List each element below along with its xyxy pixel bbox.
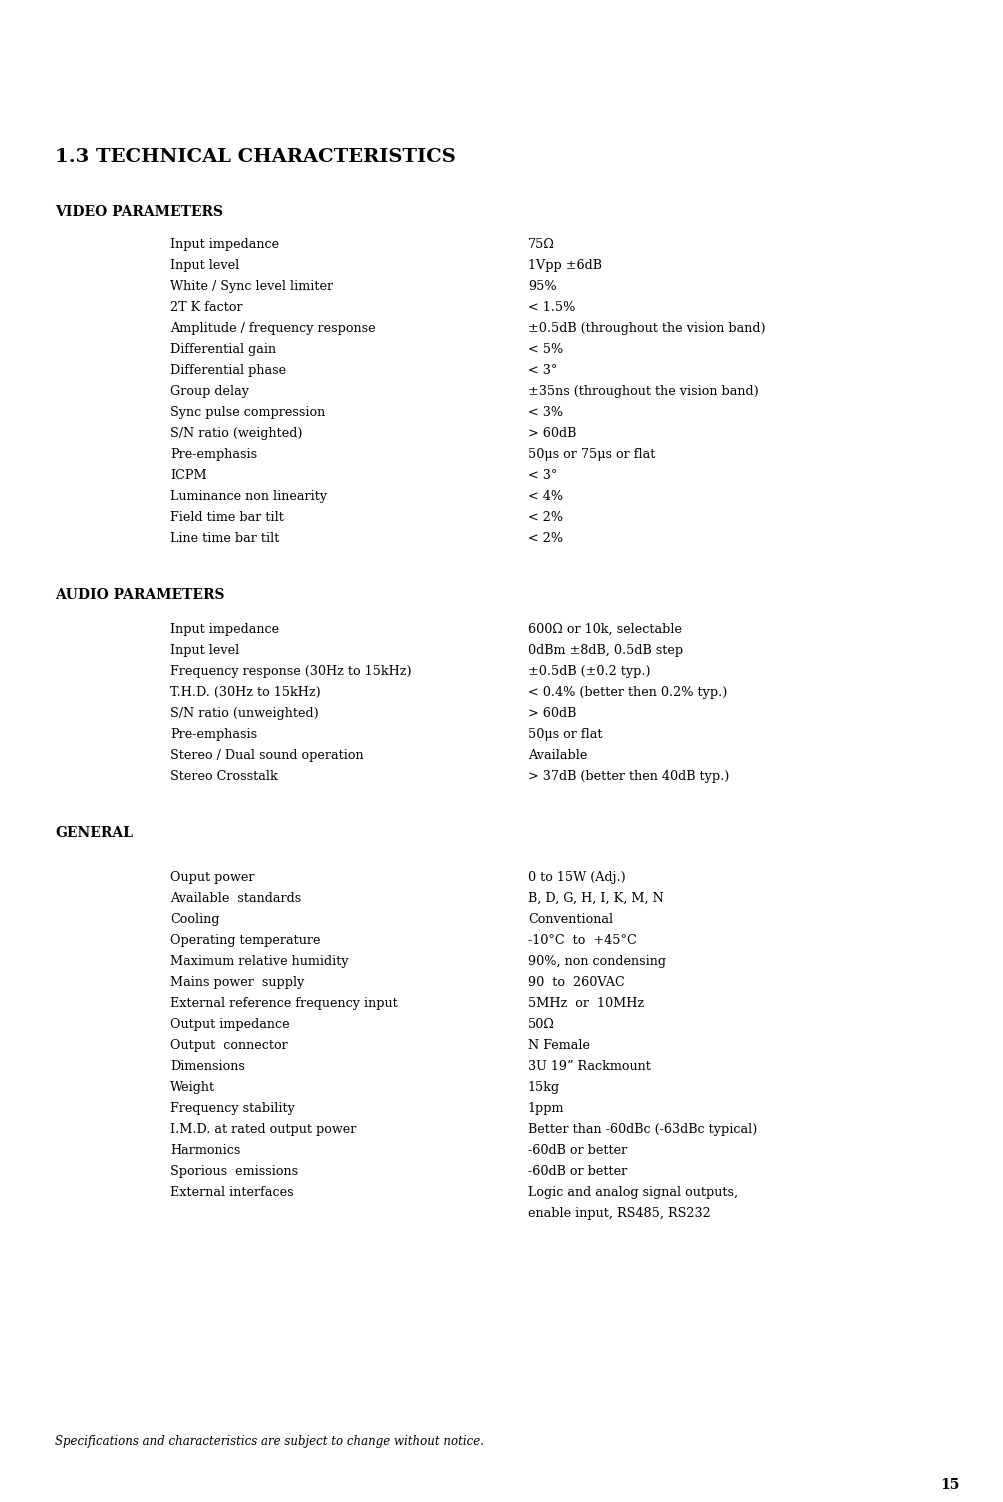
Text: < 3°: < 3° <box>528 469 557 482</box>
Text: 90%, non condensing: 90%, non condensing <box>528 955 665 967</box>
Text: 15: 15 <box>940 1478 959 1491</box>
Text: > 60dB: > 60dB <box>528 707 576 719</box>
Text: Ouput power: Ouput power <box>170 871 254 885</box>
Text: > 37dB (better then 40dB typ.): > 37dB (better then 40dB typ.) <box>528 771 728 783</box>
Text: ±35ns (throughout the vision band): ±35ns (throughout the vision band) <box>528 385 758 398</box>
Text: GENERAL: GENERAL <box>55 826 132 840</box>
Text: Harmonics: Harmonics <box>170 1145 240 1157</box>
Text: External reference frequency input: External reference frequency input <box>170 997 397 1009</box>
Text: Pre-emphasis: Pre-emphasis <box>170 448 257 461</box>
Text: 50μs or flat: 50μs or flat <box>528 728 602 740</box>
Text: S/N ratio (weighted): S/N ratio (weighted) <box>170 427 302 440</box>
Text: > 60dB: > 60dB <box>528 427 576 440</box>
Text: 75Ω: 75Ω <box>528 237 555 251</box>
Text: Frequency response (30Hz to 15kHz): Frequency response (30Hz to 15kHz) <box>170 665 411 677</box>
Text: Logic and analog signal outputs,: Logic and analog signal outputs, <box>528 1187 737 1199</box>
Text: Weight: Weight <box>170 1081 215 1093</box>
Text: Amplitude / frequency response: Amplitude / frequency response <box>170 321 375 335</box>
Text: AUDIO PARAMETERS: AUDIO PARAMETERS <box>55 587 225 602</box>
Text: < 3°: < 3° <box>528 363 557 377</box>
Text: Input level: Input level <box>170 258 239 272</box>
Text: < 2%: < 2% <box>528 532 563 545</box>
Text: < 2%: < 2% <box>528 511 563 524</box>
Text: Input impedance: Input impedance <box>170 237 279 251</box>
Text: 5MHz  or  10MHz: 5MHz or 10MHz <box>528 997 644 1009</box>
Text: < 5%: < 5% <box>528 342 563 356</box>
Text: VIDEO PARAMETERS: VIDEO PARAMETERS <box>55 204 223 219</box>
Text: 1.3 TECHNICAL CHARACTERISTICS: 1.3 TECHNICAL CHARACTERISTICS <box>55 149 455 167</box>
Text: Output  connector: Output connector <box>170 1039 288 1051</box>
Text: Stereo / Dual sound operation: Stereo / Dual sound operation <box>170 749 363 762</box>
Text: Maximum relative humidity: Maximum relative humidity <box>170 955 348 967</box>
Text: -60dB or better: -60dB or better <box>528 1145 627 1157</box>
Text: 50μs or 75μs or flat: 50μs or 75μs or flat <box>528 448 655 461</box>
Text: T.H.D. (30Hz to 15kHz): T.H.D. (30Hz to 15kHz) <box>170 686 320 698</box>
Text: Cooling: Cooling <box>170 913 220 927</box>
Text: N Female: N Female <box>528 1039 590 1051</box>
Text: Available  standards: Available standards <box>170 892 301 906</box>
Text: Sync pulse compression: Sync pulse compression <box>170 406 325 419</box>
Text: ICPM: ICPM <box>170 469 207 482</box>
Text: Differential gain: Differential gain <box>170 342 276 356</box>
Text: Input level: Input level <box>170 644 239 656</box>
Text: -10°C  to  +45°C: -10°C to +45°C <box>528 934 636 946</box>
Text: Better than -60dBc (-63dBc typical): Better than -60dBc (-63dBc typical) <box>528 1123 756 1136</box>
Text: Pre-emphasis: Pre-emphasis <box>170 728 257 740</box>
Text: 15kg: 15kg <box>528 1081 560 1093</box>
Text: ±0.5dB (±0.2 typ.): ±0.5dB (±0.2 typ.) <box>528 665 650 677</box>
Text: Input impedance: Input impedance <box>170 623 279 635</box>
Text: < 1.5%: < 1.5% <box>528 300 575 314</box>
Text: 3U 19” Rackmount: 3U 19” Rackmount <box>528 1060 650 1072</box>
Text: Dimensions: Dimensions <box>170 1060 245 1072</box>
Text: ±0.5dB (throughout the vision band): ±0.5dB (throughout the vision band) <box>528 321 765 335</box>
Text: External interfaces: External interfaces <box>170 1187 293 1199</box>
Text: 0 to 15W (Adj.): 0 to 15W (Adj.) <box>528 871 625 885</box>
Text: < 3%: < 3% <box>528 406 563 419</box>
Text: Luminance non linearity: Luminance non linearity <box>170 490 327 503</box>
Text: Frequency stability: Frequency stability <box>170 1102 295 1114</box>
Text: Conventional: Conventional <box>528 913 613 927</box>
Text: -60dB or better: -60dB or better <box>528 1166 627 1178</box>
Text: S/N ratio (unweighted): S/N ratio (unweighted) <box>170 707 318 719</box>
Text: 90  to  260VAC: 90 to 260VAC <box>528 976 624 988</box>
Text: Mains power  supply: Mains power supply <box>170 976 304 988</box>
Text: 2T K factor: 2T K factor <box>170 300 243 314</box>
Text: Line time bar tilt: Line time bar tilt <box>170 532 279 545</box>
Text: Field time bar tilt: Field time bar tilt <box>170 511 284 524</box>
Text: Specifications and characteristics are subject to change without notice.: Specifications and characteristics are s… <box>55 1434 483 1448</box>
Text: Output impedance: Output impedance <box>170 1018 289 1030</box>
Text: 600Ω or 10k, selectable: 600Ω or 10k, selectable <box>528 623 681 635</box>
Text: < 0.4% (better then 0.2% typ.): < 0.4% (better then 0.2% typ.) <box>528 686 726 698</box>
Text: Group delay: Group delay <box>170 385 249 398</box>
Text: Available: Available <box>528 749 587 762</box>
Text: < 4%: < 4% <box>528 490 563 503</box>
Text: B, D, G, H, I, K, M, N: B, D, G, H, I, K, M, N <box>528 892 663 906</box>
Text: 1ppm: 1ppm <box>528 1102 564 1114</box>
Text: Differential phase: Differential phase <box>170 363 286 377</box>
Text: Operating temperature: Operating temperature <box>170 934 320 946</box>
Text: 1Vpp ±6dB: 1Vpp ±6dB <box>528 258 602 272</box>
Text: 95%: 95% <box>528 279 556 293</box>
Text: enable input, RS485, RS232: enable input, RS485, RS232 <box>528 1208 710 1220</box>
Text: 0dBm ±8dB, 0.5dB step: 0dBm ±8dB, 0.5dB step <box>528 644 682 656</box>
Text: 50Ω: 50Ω <box>528 1018 555 1030</box>
Text: Sporious  emissions: Sporious emissions <box>170 1166 298 1178</box>
Text: Stereo Crosstalk: Stereo Crosstalk <box>170 771 278 783</box>
Text: White / Sync level limiter: White / Sync level limiter <box>170 279 333 293</box>
Text: I.M.D. at rated output power: I.M.D. at rated output power <box>170 1123 356 1136</box>
